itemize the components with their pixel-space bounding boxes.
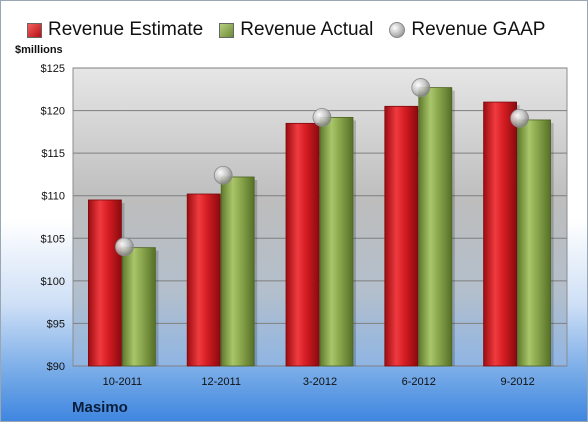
y-tick-label: $110: [41, 191, 65, 203]
legend: Revenue Estimate Revenue Actual Revenue …: [27, 17, 561, 43]
legend-swatch-estimate: [27, 22, 42, 38]
gaap-marker: [213, 165, 233, 185]
bar-estimate: [186, 193, 221, 367]
y-tick-label: $105: [41, 233, 65, 245]
bar-estimate: [88, 199, 122, 367]
company-name: Masimo: [72, 399, 128, 416]
legend-label-actual: Revenue Actual: [240, 19, 374, 40]
gaap-marker: [115, 237, 134, 257]
legend-label-estimate: Revenue Estimate: [48, 19, 204, 40]
legend-swatch-actual: [219, 22, 235, 38]
legend-label-gaap: Revenue GAAP: [411, 19, 546, 40]
legend-item-actual: Revenue Actual: [219, 19, 373, 41]
x-tick-label: 10-2011: [103, 376, 143, 388]
bar-actual: [319, 116, 354, 367]
bar-actual: [418, 87, 453, 367]
x-tick-label: 6-2012: [402, 376, 436, 388]
y-tick-label: $125: [41, 63, 65, 75]
bars: [88, 87, 554, 367]
bar-actual: [220, 176, 255, 367]
y-tick-label: $120: [41, 106, 65, 118]
gaap-marker: [411, 78, 431, 97]
y-tick-label: $100: [41, 276, 65, 288]
legend-swatch-gaap: [389, 22, 406, 38]
y-tick-label: $95: [47, 318, 65, 330]
bar-estimate: [285, 122, 320, 367]
x-tick-label: 3-2012: [303, 376, 337, 388]
bar-estimate: [483, 101, 518, 367]
y-tick-label: $115: [41, 148, 65, 160]
x-tick-label: 9-2012: [500, 376, 534, 388]
legend-item-estimate: Revenue Estimate: [27, 19, 203, 41]
bar-estimate: [384, 105, 419, 367]
y-tick-label: $90: [47, 361, 65, 373]
gaap-markers: [115, 78, 529, 257]
legend-item-gaap: Revenue GAAP: [389, 19, 545, 41]
x-tick-label: 12-2011: [201, 376, 241, 388]
gaap-marker: [312, 107, 332, 127]
bar-actual: [122, 247, 156, 367]
bar-actual: [517, 119, 551, 367]
gaap-marker: [510, 108, 529, 128]
y-axis-ticks: $90 $95 $100 $105 $110 $115 $120 $125: [41, 63, 65, 373]
x-axis-ticks: 10-2011 12-2011 3-2012 6-2012 9-2012: [103, 376, 535, 388]
y-axis-units-label: $millions: [15, 44, 63, 56]
